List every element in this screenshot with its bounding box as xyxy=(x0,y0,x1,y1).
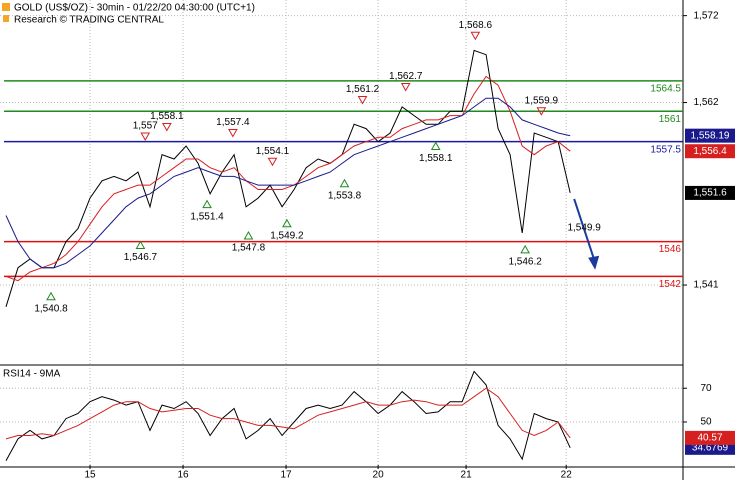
icon[interactable] xyxy=(2,3,10,11)
annotation-label: 1,554.1 xyxy=(256,146,290,157)
annotation-label: 1,549.2 xyxy=(270,230,304,241)
y-tick-label: 1,572 xyxy=(693,10,718,21)
annotation-label: 1,546.7 xyxy=(124,252,158,263)
triangle-marker xyxy=(520,244,531,254)
price-badge-label: 1,551.6 xyxy=(693,188,727,199)
triangle-marker xyxy=(282,218,292,228)
series-line xyxy=(5,49,571,307)
series-line xyxy=(5,75,571,282)
x-tick-label: 15 xyxy=(84,470,96,480)
triangle-marker xyxy=(140,132,151,142)
x-tick-label: 16 xyxy=(177,470,189,480)
level-label: 1564.5 xyxy=(650,83,681,94)
level-label: 1561 xyxy=(659,114,682,125)
price-badge xyxy=(685,185,735,200)
triangle-marker xyxy=(243,230,254,240)
annotation-label: 1,557 xyxy=(133,121,158,132)
triangle-marker xyxy=(228,129,238,138)
panel-title: RSI14 - 9MA xyxy=(3,369,61,380)
x-tick-label: 22 xyxy=(561,470,573,480)
annotation-label: 1,561.2 xyxy=(346,84,380,95)
series-line xyxy=(5,97,571,269)
chart-title: GOLD (US$/OZ) - 30min - 01/22/20 04:30:0… xyxy=(14,3,255,14)
triangle-marker xyxy=(430,141,441,150)
x-tick-label: 20 xyxy=(373,470,385,480)
price-badge-label: 1,558.19 xyxy=(691,130,730,141)
projection-arrowhead xyxy=(588,255,600,270)
triangle-marker xyxy=(202,199,212,209)
triangle-marker xyxy=(135,240,146,250)
price-badge-label: 34.6769 xyxy=(692,442,729,453)
triangle-marker xyxy=(267,157,278,167)
price-badge-label: 40.57 xyxy=(697,433,722,444)
triangle-marker xyxy=(357,96,368,105)
annotation-label: 1,562.7 xyxy=(389,71,423,82)
y-tick-label: 50 xyxy=(700,417,712,428)
series-line xyxy=(5,370,571,462)
y-tick-label: 1,541 xyxy=(693,280,718,291)
chart-subtitle: Research © TRADING CENTRAL xyxy=(14,15,164,26)
price-badge xyxy=(685,144,735,159)
price-badge xyxy=(685,128,735,143)
annotation-label: 1,559.9 xyxy=(525,95,559,106)
y-tick-label: 70 xyxy=(700,383,712,394)
triangle-marker xyxy=(470,31,481,41)
projection-arrow xyxy=(573,198,596,261)
annotation-label: 1,540.8 xyxy=(34,303,68,314)
y-tick-label: 1,562 xyxy=(693,97,718,108)
annotation-label: 1,547.8 xyxy=(232,243,266,254)
annotation-label: 1,557.4 xyxy=(216,117,250,128)
annotation-label: 1,553.8 xyxy=(328,190,362,201)
series-line xyxy=(5,387,571,440)
level-label: 1546 xyxy=(659,244,682,255)
target-label: 1,549.9 xyxy=(567,222,601,233)
triangle-marker xyxy=(46,291,56,301)
triangle-marker xyxy=(536,107,547,116)
x-tick-label: 21 xyxy=(461,470,473,480)
annotation-label: 1,568.6 xyxy=(459,20,493,31)
price-badge xyxy=(685,430,735,445)
x-tick-label: 17 xyxy=(280,470,292,480)
icon[interactable] xyxy=(3,15,9,22)
annotation-label: 1,558.1 xyxy=(150,111,184,122)
triangle-marker xyxy=(400,82,411,92)
annotation-label: 1,558.1 xyxy=(419,153,453,164)
annotation-label: 1,551.4 xyxy=(190,211,224,222)
triangle-marker xyxy=(161,122,172,132)
triangle-marker xyxy=(339,178,350,188)
price-badge-label: 1,556.4 xyxy=(693,146,727,157)
level-label: 1557.5 xyxy=(650,144,681,155)
level-label: 1542 xyxy=(659,279,682,290)
annotation-label: 1,546.2 xyxy=(508,256,542,267)
